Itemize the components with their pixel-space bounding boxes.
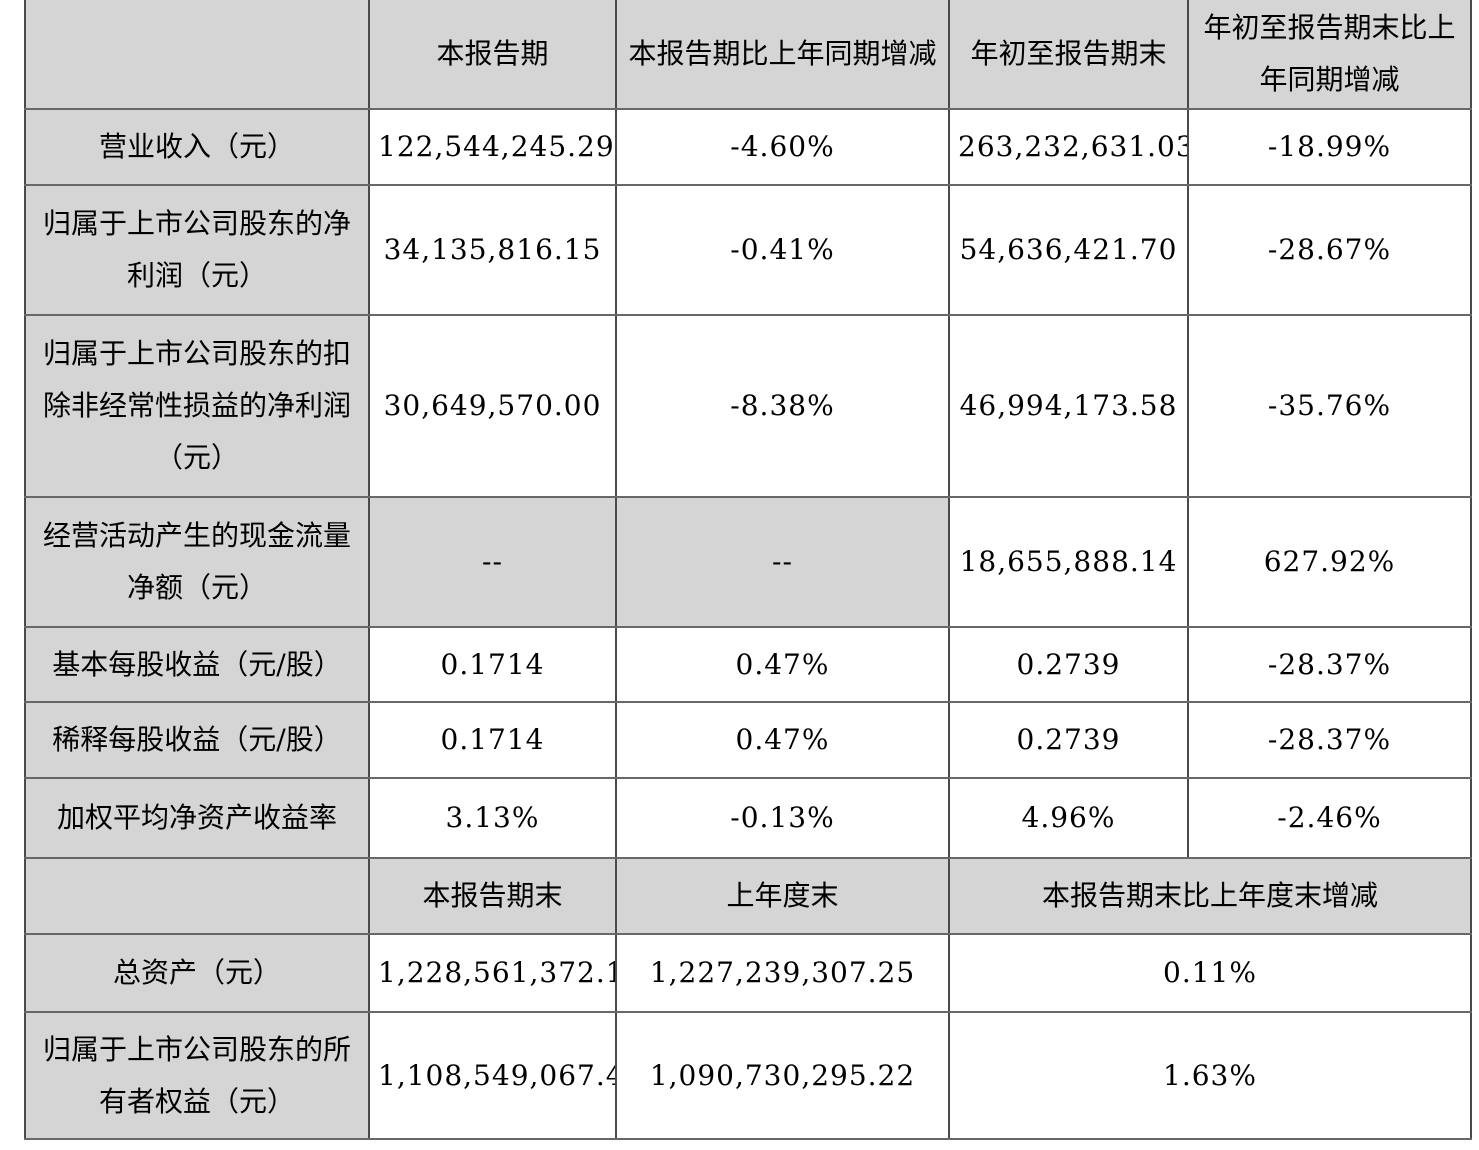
row-label: 稀释每股收益（元/股）	[24, 701, 370, 779]
cell-current: 34,135,816.15	[368, 184, 617, 316]
cell-change: 0.11%	[948, 933, 1472, 1013]
row-operating-cash-flow: 经营活动产生的现金流量 净额（元） -- -- 18,655,888.14 62…	[24, 496, 1472, 628]
cell-ytd-change: -2.46%	[1187, 777, 1472, 859]
cell-current: 0.1714	[368, 701, 617, 779]
cell-current-change: --	[615, 496, 950, 628]
row-label: 归属于上市公司股东的所 有者权益（元）	[24, 1011, 370, 1140]
cell-current-change: 0.47%	[615, 701, 950, 779]
subheader-prior-year-end: 上年度末	[615, 857, 950, 935]
row-label: 营业收入（元）	[24, 108, 370, 186]
cell-current: 30,649,570.00	[368, 314, 617, 498]
row-operating-revenue: 营业收入（元） 122,544,245.29 -4.60% 263,232,63…	[24, 108, 1472, 186]
row-weighted-avg-roe: 加权平均净资产收益率 3.13% -0.13% 4.96% -2.46%	[24, 777, 1472, 859]
cell-ytd: 0.2739	[948, 626, 1189, 703]
cell-prior-year-end: 1,227,239,307.25	[615, 933, 950, 1013]
header-current-period: 本报告期	[368, 0, 617, 110]
cell-ytd-change: -35.76%	[1187, 314, 1472, 498]
row-net-profit-excl-nonrecurring: 归属于上市公司股东的扣 除非经常性损益的净利润 （元） 30,649,570.0…	[24, 314, 1472, 498]
row-label: 经营活动产生的现金流量 净额（元）	[24, 496, 370, 628]
cell-current: 122,544,245.29	[368, 108, 617, 186]
cell-ytd: 4.96%	[948, 777, 1189, 859]
row-total-assets: 总资产（元） 1,228,561,372.14 1,227,239,307.25…	[24, 933, 1472, 1013]
row-basic-eps: 基本每股收益（元/股） 0.1714 0.47% 0.2739 -28.37%	[24, 626, 1472, 703]
cell-ytd: 0.2739	[948, 701, 1189, 779]
row-label: 总资产（元）	[24, 933, 370, 1013]
cell-ytd-change: -28.37%	[1187, 626, 1472, 703]
header-corner-cell	[24, 0, 370, 110]
cell-prior-year-end: 1,090,730,295.22	[615, 1011, 950, 1140]
cell-period-end: 1,228,561,372.14	[368, 933, 617, 1013]
financial-summary-table: 本报告期 本报告期比上年同期增减 年初至报告期末 年初至报告期末比上 年同期增减…	[24, 0, 1472, 1140]
subheader-row: 本报告期末 上年度末 本报告期末比上年度末增减	[24, 857, 1472, 935]
cell-ytd-change: -18.99%	[1187, 108, 1472, 186]
row-label: 归属于上市公司股东的扣 除非经常性损益的净利润 （元）	[24, 314, 370, 498]
header-ytd: 年初至报告期末	[948, 0, 1189, 110]
cell-change: 1.63%	[948, 1011, 1472, 1140]
cell-current-change: -8.38%	[615, 314, 950, 498]
row-label: 归属于上市公司股东的净 利润（元）	[24, 184, 370, 316]
header-row: 本报告期 本报告期比上年同期增减 年初至报告期末 年初至报告期末比上 年同期增减	[24, 0, 1472, 110]
cell-current-change: -4.60%	[615, 108, 950, 186]
cell-ytd: 46,994,173.58	[948, 314, 1189, 498]
row-diluted-eps: 稀释每股收益（元/股） 0.1714 0.47% 0.2739 -28.37%	[24, 701, 1472, 779]
cell-current: 0.1714	[368, 626, 617, 703]
cell-current-change: -0.41%	[615, 184, 950, 316]
cell-ytd-change: 627.92%	[1187, 496, 1472, 628]
subheader-period-end-vs-prior: 本报告期末比上年度末增减	[948, 857, 1472, 935]
cell-period-end: 1,108,549,067.46	[368, 1011, 617, 1140]
cell-ytd: 54,636,421.70	[948, 184, 1189, 316]
subheader-corner-cell	[24, 857, 370, 935]
cell-current-change: -0.13%	[615, 777, 950, 859]
header-ytd-vs-prior: 年初至报告期末比上 年同期增减	[1187, 0, 1472, 110]
cell-ytd-change: -28.67%	[1187, 184, 1472, 316]
subheader-period-end: 本报告期末	[368, 857, 617, 935]
cell-current-change: 0.47%	[615, 626, 950, 703]
header-current-vs-prior: 本报告期比上年同期增减	[615, 0, 950, 110]
row-label: 加权平均净资产收益率	[24, 777, 370, 859]
cell-current: --	[368, 496, 617, 628]
cell-ytd-change: -28.37%	[1187, 701, 1472, 779]
row-equity-attributable-to-shareholders: 归属于上市公司股东的所 有者权益（元） 1,108,549,067.46 1,0…	[24, 1011, 1472, 1140]
row-net-profit: 归属于上市公司股东的净 利润（元） 34,135,816.15 -0.41% 5…	[24, 184, 1472, 316]
row-label: 基本每股收益（元/股）	[24, 626, 370, 703]
cell-ytd: 263,232,631.03	[948, 108, 1189, 186]
cell-current: 3.13%	[368, 777, 617, 859]
cell-ytd: 18,655,888.14	[948, 496, 1189, 628]
